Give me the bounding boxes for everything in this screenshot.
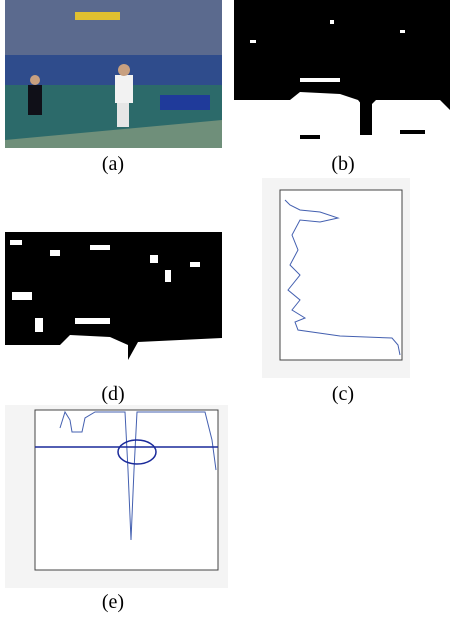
plot-d [262, 178, 410, 378]
caption: (b) [331, 153, 354, 175]
plot-e [5, 405, 228, 588]
caption: (e) [102, 591, 124, 613]
figure: (a) (b) (c) (d) (e) [0, 0, 450, 618]
photo-a [5, 0, 222, 148]
binary-image-b [234, 0, 450, 148]
caption: (a) [102, 153, 124, 175]
binary-image-c [5, 232, 222, 378]
caption: (d) [101, 383, 124, 405]
caption: (c) [332, 383, 354, 405]
page: (a) (b) (c) (d) (e) (() => { const data … [0, 0, 450, 618]
